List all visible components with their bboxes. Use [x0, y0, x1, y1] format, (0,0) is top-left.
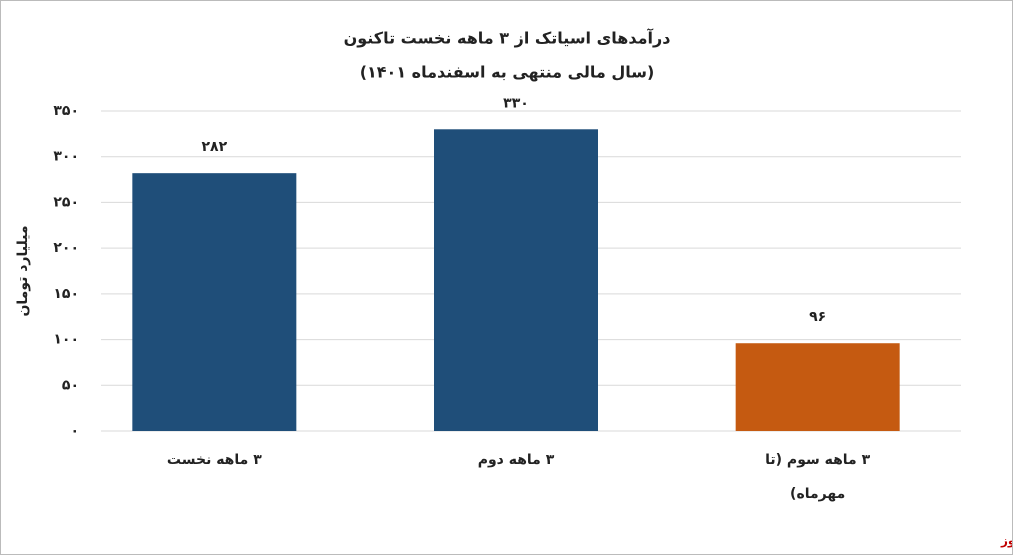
y-tick-label: ۲۵۰ [53, 194, 79, 210]
source: بورس نیوز [1000, 534, 1012, 549]
y-axis-label: میلیارد تومان [15, 225, 31, 316]
y-tick-label: ۵۰ [62, 377, 79, 393]
y-tick-label: ۱۰۰ [53, 332, 79, 348]
y-tick-label: ۲۰۰ [53, 240, 79, 256]
x-tick-label: ۳ ماهه نخست [166, 452, 262, 468]
x-tick-label: ۳ ماهه سوم (تا مهرماه) [765, 452, 871, 502]
chart-subtitle: (سال مالی منتهی به اسفندماه ۱۴۰۱) [360, 63, 655, 82]
y-tick-label: ۳۵۰ [53, 103, 79, 119]
chart-title: درآمدهای اسیاتک از ۳ ماهه نخست تاکنون [344, 28, 671, 48]
value-label: ۳۳۰ [503, 95, 529, 111]
y-tick-label: ۰ [70, 423, 79, 439]
y-tick-label: ۳۰۰ [53, 149, 79, 165]
bar [434, 129, 598, 432]
value-label: ۹۶ [809, 309, 826, 325]
bar [735, 343, 900, 431]
y-tick-label: ۱۵۰ [53, 286, 79, 302]
value-label: ۲۸۲ [202, 139, 228, 155]
x-tick-label: ۳ ماهه دوم [477, 452, 555, 468]
bar [132, 173, 297, 431]
